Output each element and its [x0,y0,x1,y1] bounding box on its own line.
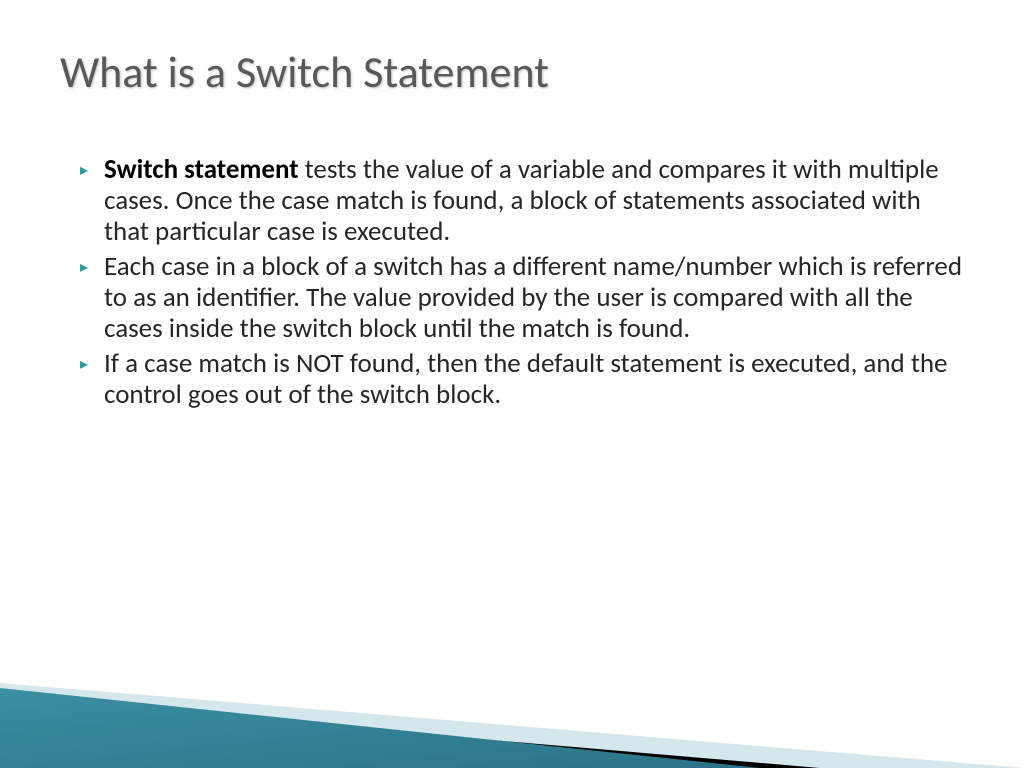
bullet-text: Switch statement tests the value of a va… [104,154,964,247]
content-area: ▸ Switch statement tests the value of a … [0,129,1024,410]
bullet-text: Each case in a block of a switch has a d… [104,251,964,344]
slide-title: What is a Switch Statement [0,0,1024,129]
bullet-marker-icon: ▸ [80,154,104,247]
bullet-body: If a case match is NOT found, then the d… [104,347,948,411]
bullet-text: If a case match is NOT found, then the d… [104,348,964,410]
decorative-triangle-footer [0,648,1024,768]
bullet-item: ▸ If a case match is NOT found, then the… [80,348,964,410]
bullet-body: Each case in a block of a switch has a d… [104,250,962,345]
bullet-item: ▸ Switch statement tests the value of a … [80,154,964,247]
bullet-bold-prefix: Switch statement [104,153,299,186]
bullet-marker-icon: ▸ [80,251,104,344]
bullet-item: ▸ Each case in a block of a switch has a… [80,251,964,344]
bullet-marker-icon: ▸ [80,348,104,410]
